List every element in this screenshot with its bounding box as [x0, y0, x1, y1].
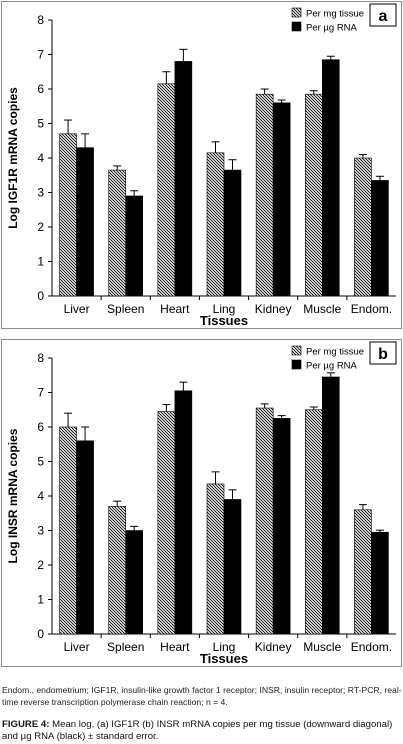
panel-label-box [369, 3, 397, 27]
bar-per-mg-tissue [304, 409, 323, 635]
bar-per-ug-rna [125, 195, 144, 297]
panel-label-box [369, 341, 397, 365]
bar-per-mg-tissue [59, 426, 77, 635]
x-tick-label: Heart [160, 640, 190, 654]
bar-per-ug-rna [76, 147, 94, 297]
legend-label-per-ug-rna: Per µg RNA [306, 23, 358, 34]
chart-panel-a: 0 1 2 3 4 5 6 7 8 Liver Spleen Heart Ling Kidney Muscl… [0, 0, 403, 330]
bar-per-mg-tissue [108, 169, 127, 297]
chart-b-svg: 0 1 2 3 4 5 6 7 8 Liver Spleen Heart Ling Kidney Muscl… [1, 339, 402, 667]
x-tick-label: Endom. [351, 640, 392, 654]
bar-per-ug-rna [371, 531, 389, 635]
figure-caption-label: FIGURE 4: [2, 719, 50, 730]
bar-per-mg-tissue [354, 509, 372, 635]
bar-per-ug-rna [174, 61, 193, 297]
bar-per-ug-rna [321, 376, 340, 635]
y-tick-label: 4 [37, 151, 44, 165]
legend-label-per-ug-rna: Per µg RNA [306, 361, 358, 372]
x-tick-label: Heart [160, 302, 190, 316]
x-tick-label: Muscle [303, 640, 341, 654]
bar-per-mg-tissue [157, 411, 176, 635]
figure-caption-text: Mean log, (a) IGF1R (b) INSR mRNA copies… [2, 719, 393, 742]
x-tick-label: Kidney [255, 302, 292, 316]
bar-per-ug-rna [223, 499, 242, 635]
y-tick-label: 3 [37, 524, 44, 538]
bar-per-ug-rna [223, 169, 242, 297]
y-tick-label: 3 [37, 186, 44, 200]
x-axis-title: Tissues [200, 313, 248, 328]
x-tick-label: Liver [64, 640, 90, 654]
y-tick-label: 2 [37, 558, 44, 572]
y-tick-label: 6 [37, 420, 44, 434]
x-tick-label: Ling [213, 302, 236, 316]
y-tick-label: 5 [37, 455, 44, 469]
legend-label-per-mg-tissue: Per mg tissue [306, 347, 364, 358]
y-tick-label: 4 [37, 489, 44, 503]
y-tick-label: 7 [37, 386, 44, 400]
x-axis-title: Tissues [200, 651, 248, 666]
y-tick-label: 2 [37, 220, 44, 234]
bar-per-ug-rna [125, 530, 144, 635]
x-tick-label: Liver [64, 302, 90, 316]
y-tick-label: 1 [37, 593, 44, 607]
legend-label-per-mg-tissue: Per mg tissue [306, 9, 364, 20]
y-tick-label: 0 [37, 289, 44, 303]
bar-per-mg-tissue [108, 506, 127, 635]
bar-per-mg-tissue [304, 93, 323, 297]
x-tick-label: Spleen [107, 640, 144, 654]
bar-per-mg-tissue [206, 483, 225, 635]
chart-frame [1, 339, 402, 667]
bar-per-ug-rna [76, 440, 94, 635]
y-tick-label: 1 [37, 255, 44, 269]
bar-per-mg-tissue [354, 157, 372, 297]
bar-per-mg-tissue [59, 133, 77, 297]
chart-a-svg: 0 1 2 3 4 5 6 7 8 Liver Spleen Heart Ling Kidney Muscl… [1, 1, 402, 329]
chart-panel-b: 0 1 2 3 4 5 6 7 8 Liver Spleen Heart Ling Kidney Muscl… [0, 338, 403, 668]
legend-swatch-per-mg-tissue [291, 7, 302, 18]
bar-per-ug-rna [174, 390, 193, 635]
figure-footnote: Endom., endometrium; IGF1R, insulin-like… [2, 685, 402, 707]
y-tick-label: 7 [37, 48, 44, 62]
chart-frame [1, 1, 402, 329]
figure-caption: FIGURE 4: Mean log, (a) IGF1R (b) INSR m… [2, 719, 402, 743]
bar-per-mg-tissue [255, 407, 274, 635]
y-tick-label: 6 [37, 82, 44, 96]
bar-per-mg-tissue [157, 83, 176, 297]
panel-label: b [378, 346, 388, 363]
bar-per-ug-rna [272, 418, 291, 635]
y-tick-label: 8 [37, 351, 44, 365]
panel-label: a [379, 8, 388, 25]
x-tick-label: Spleen [107, 302, 144, 316]
y-tick-label: 5 [37, 117, 44, 131]
legend-swatch-per-mg-tissue [291, 345, 302, 356]
x-tick-label: Endom. [351, 302, 392, 316]
x-tick-label: Muscle [303, 302, 341, 316]
y-axis-title: Log INSR mRNA copies [6, 428, 20, 563]
legend-swatch-per-ug-rna [291, 21, 302, 32]
y-tick-label: 0 [37, 627, 44, 641]
x-tick-label: Ling [213, 640, 236, 654]
y-axis-title: Log IGF1R mRNA copies [6, 87, 20, 229]
bar-per-ug-rna [321, 59, 340, 297]
y-tick-label: 8 [37, 13, 44, 27]
bar-per-ug-rna [371, 180, 389, 297]
legend-swatch-per-ug-rna [291, 359, 302, 370]
x-tick-label: Kidney [255, 640, 292, 654]
bar-per-ug-rna [272, 102, 291, 297]
bar-per-mg-tissue [206, 152, 225, 297]
bar-per-mg-tissue [255, 93, 274, 297]
